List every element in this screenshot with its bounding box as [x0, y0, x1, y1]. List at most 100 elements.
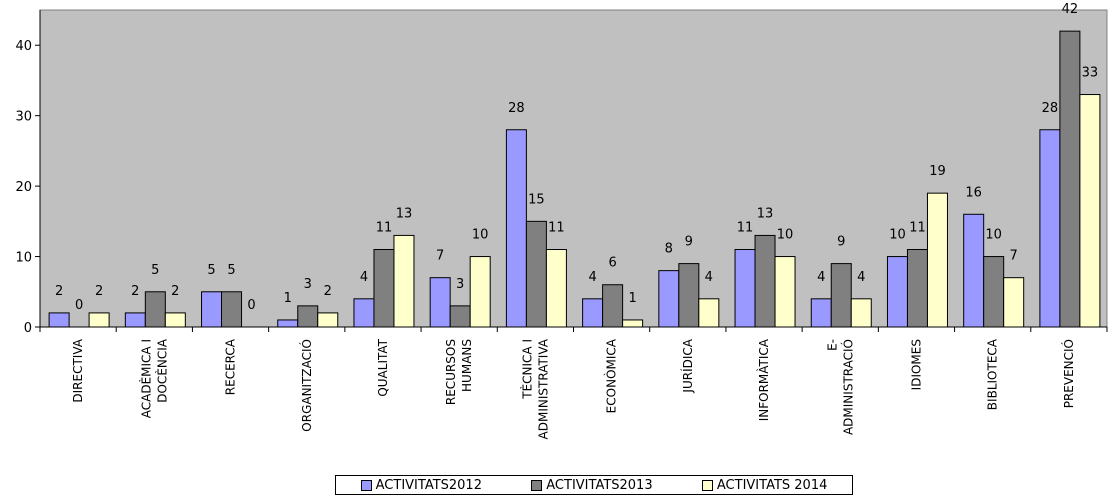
bar [373, 249, 395, 328]
data-label: 28 [1042, 101, 1059, 116]
category-label: RECURSOS [444, 339, 458, 405]
data-label: 4 [588, 270, 596, 285]
legend-label-2012: ACTIVITATS2012 [375, 477, 482, 493]
bar [353, 298, 375, 328]
data-label: 11 [909, 221, 926, 236]
data-label: 2 [171, 284, 179, 299]
bar [393, 234, 415, 328]
data-label: 5 [227, 263, 235, 278]
data-label: 5 [207, 263, 215, 278]
data-label: 2 [95, 284, 103, 299]
data-label: 9 [685, 235, 693, 250]
data-label: 2 [131, 284, 139, 299]
data-label: 4 [817, 270, 825, 285]
bar [88, 312, 110, 328]
legend-label-2013: ACTIVITATS2013 [546, 477, 653, 493]
data-label: 7 [436, 249, 444, 264]
data-label: 0 [247, 298, 255, 313]
bar [983, 256, 1005, 328]
legend: ACTIVITATS2012 ACTIVITATS2013 ACTIVITATS… [335, 475, 853, 495]
bar [1079, 94, 1101, 328]
data-label: 4 [857, 270, 865, 285]
category-label: QUALITAT [376, 338, 390, 396]
legend-item-2014: ACTIVITATS 2014 [701, 477, 828, 493]
bar [144, 291, 166, 328]
bar [678, 263, 700, 328]
data-label: 10 [985, 228, 1002, 243]
legend-swatch-2013 [531, 479, 543, 491]
category-label: TÈCNICA I [519, 339, 534, 400]
bar [602, 284, 624, 328]
y-tick-label: 40 [15, 39, 32, 54]
bar [317, 312, 339, 328]
bar [658, 270, 680, 328]
bar [698, 298, 720, 328]
legend-swatch-2014 [701, 479, 713, 491]
bar [201, 291, 223, 328]
data-label: 13 [757, 206, 774, 221]
data-label: 10 [889, 228, 906, 243]
category-label: HUMANS [460, 339, 474, 392]
bar [850, 298, 872, 328]
data-label: 11 [376, 221, 393, 236]
data-label: 1 [284, 291, 292, 306]
category-label: ADMINISTRATIVA [536, 338, 550, 439]
y-tick-label: 30 [15, 110, 32, 125]
bar [754, 234, 776, 328]
bar [886, 256, 908, 328]
legend-label-2014: ACTIVITATS 2014 [716, 477, 828, 493]
bar [469, 256, 491, 328]
bar [429, 277, 451, 328]
category-label: E- [825, 339, 839, 351]
data-label: 0 [75, 298, 83, 313]
bar [124, 312, 146, 328]
bar [830, 263, 852, 328]
data-label: 8 [665, 242, 673, 257]
data-label: 4 [705, 270, 713, 285]
bar [1059, 30, 1081, 328]
category-label: ORGANITZACIÓ [299, 339, 314, 432]
bar [545, 249, 567, 328]
category-label: BIBLIOTECA [986, 338, 1000, 410]
legend-item-2012: ACTIVITATS2012 [360, 477, 482, 493]
data-label: 6 [608, 256, 616, 271]
category-label: DIRECTIVA [71, 338, 85, 402]
data-label: 28 [508, 101, 525, 116]
bar [525, 220, 547, 328]
category-label: RECERCA [224, 338, 238, 395]
bar [963, 213, 985, 328]
data-label: 15 [528, 192, 545, 207]
category-label: PREVENCIÓ [1061, 339, 1076, 408]
category-label: ECONÒMICA [604, 338, 619, 413]
category-label: IDIOMES [909, 339, 923, 390]
data-label: 7 [1010, 249, 1018, 264]
data-label: 9 [837, 235, 845, 250]
data-label: 3 [304, 277, 312, 292]
data-label: 19 [929, 164, 946, 179]
data-label: 3 [456, 277, 464, 292]
bar [48, 312, 70, 328]
y-tick-label: 0 [24, 321, 32, 336]
category-label: INFORMÀTICA [756, 338, 771, 421]
bar [1039, 129, 1061, 328]
data-label: 1 [628, 291, 636, 306]
bar [221, 291, 243, 328]
legend-swatch-2012 [360, 479, 372, 491]
data-label: 11 [737, 221, 754, 236]
bar [297, 305, 319, 328]
category-label: DOCÈNCIA [154, 338, 169, 403]
data-label: 4 [360, 270, 368, 285]
data-label: 10 [777, 228, 794, 243]
y-tick-label: 20 [15, 180, 32, 195]
category-label: ADMINISTRACIÓ [840, 339, 855, 435]
data-label: 42 [1062, 2, 1079, 17]
bar [277, 319, 299, 328]
category-label: ACADÈMICA I [138, 339, 153, 418]
bar [164, 312, 186, 328]
data-label: 5 [151, 263, 159, 278]
data-label: 13 [396, 206, 413, 221]
data-label: 10 [472, 228, 489, 243]
bar [449, 305, 471, 328]
bar [810, 298, 832, 328]
